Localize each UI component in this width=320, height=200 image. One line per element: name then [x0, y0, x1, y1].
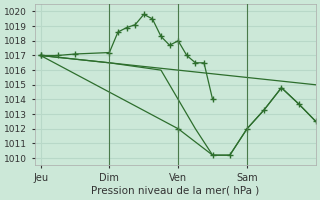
X-axis label: Pression niveau de la mer( hPa ): Pression niveau de la mer( hPa ): [91, 186, 260, 196]
